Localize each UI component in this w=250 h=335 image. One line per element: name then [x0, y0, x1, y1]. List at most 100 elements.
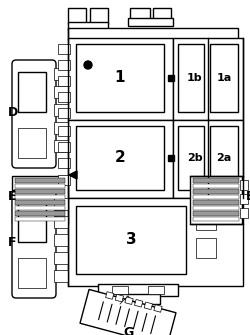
- Bar: [80, 289, 176, 335]
- Bar: [125, 297, 133, 305]
- Bar: [168, 155, 174, 161]
- Bar: [68, 8, 86, 24]
- Bar: [178, 126, 204, 190]
- FancyBboxPatch shape: [12, 190, 56, 298]
- Text: 2b: 2b: [187, 153, 203, 163]
- Bar: [54, 198, 68, 210]
- Text: 3: 3: [126, 232, 136, 248]
- Bar: [18, 128, 46, 158]
- Text: 2: 2: [114, 150, 126, 165]
- Bar: [210, 44, 238, 112]
- Bar: [54, 252, 68, 264]
- Bar: [18, 72, 46, 112]
- FancyBboxPatch shape: [12, 60, 56, 168]
- Bar: [18, 258, 46, 288]
- Bar: [190, 176, 242, 224]
- Bar: [210, 126, 238, 190]
- Bar: [76, 126, 164, 190]
- Bar: [240, 180, 248, 190]
- Bar: [112, 286, 128, 294]
- Bar: [193, 178, 239, 183]
- Bar: [173, 38, 243, 120]
- Bar: [58, 175, 70, 185]
- FancyArrowPatch shape: [142, 314, 147, 331]
- Bar: [90, 8, 108, 24]
- Bar: [58, 142, 70, 152]
- Text: 1a: 1a: [216, 73, 232, 83]
- Bar: [193, 195, 239, 199]
- Bar: [98, 284, 178, 296]
- Bar: [18, 202, 46, 242]
- Bar: [193, 189, 239, 194]
- Bar: [15, 178, 65, 183]
- Bar: [58, 126, 70, 136]
- Bar: [54, 140, 68, 152]
- Bar: [54, 234, 68, 246]
- Bar: [134, 299, 143, 307]
- Text: 1: 1: [115, 70, 125, 85]
- Bar: [15, 216, 65, 221]
- Bar: [58, 76, 70, 86]
- Bar: [153, 8, 171, 22]
- Bar: [173, 120, 243, 198]
- Bar: [193, 200, 239, 204]
- Bar: [54, 68, 68, 80]
- Text: 1b: 1b: [187, 73, 203, 83]
- Bar: [115, 294, 124, 302]
- Bar: [58, 108, 70, 118]
- Bar: [68, 198, 243, 286]
- Bar: [196, 238, 216, 258]
- Text: G: G: [123, 326, 133, 335]
- Bar: [58, 92, 70, 102]
- Bar: [240, 208, 248, 218]
- Bar: [76, 44, 164, 112]
- Bar: [128, 18, 173, 26]
- Bar: [54, 270, 68, 282]
- Bar: [76, 206, 186, 274]
- Bar: [15, 211, 65, 215]
- Bar: [58, 60, 70, 70]
- Bar: [15, 205, 65, 210]
- Bar: [68, 22, 108, 30]
- Bar: [110, 294, 160, 304]
- Text: D: D: [8, 106, 18, 119]
- FancyArrowPatch shape: [107, 304, 112, 322]
- Bar: [15, 189, 65, 194]
- Bar: [148, 286, 164, 294]
- Bar: [196, 210, 216, 230]
- Bar: [54, 216, 68, 228]
- Bar: [144, 302, 152, 310]
- Bar: [193, 184, 239, 188]
- Bar: [193, 205, 239, 210]
- Circle shape: [84, 61, 92, 69]
- Text: 2a: 2a: [216, 153, 232, 163]
- Bar: [12, 176, 68, 224]
- FancyArrowPatch shape: [125, 309, 130, 327]
- Bar: [240, 194, 248, 204]
- Bar: [15, 184, 65, 188]
- Bar: [58, 44, 70, 54]
- Bar: [68, 38, 173, 120]
- Bar: [168, 75, 174, 81]
- Text: B: B: [246, 190, 250, 202]
- FancyArrowPatch shape: [151, 316, 156, 334]
- Bar: [106, 292, 114, 299]
- Bar: [54, 122, 68, 134]
- Bar: [193, 211, 239, 215]
- FancyArrowPatch shape: [98, 302, 103, 320]
- Text: E: E: [8, 190, 16, 202]
- Polygon shape: [69, 171, 77, 179]
- Bar: [54, 104, 68, 116]
- Bar: [193, 216, 239, 221]
- Bar: [178, 44, 204, 112]
- FancyArrowPatch shape: [133, 311, 138, 329]
- Bar: [15, 200, 65, 204]
- Bar: [130, 8, 150, 20]
- FancyArrowPatch shape: [116, 307, 121, 324]
- Bar: [58, 158, 70, 168]
- Bar: [54, 86, 68, 98]
- Bar: [15, 195, 65, 199]
- Bar: [68, 120, 173, 198]
- Bar: [68, 28, 238, 40]
- Bar: [154, 305, 162, 312]
